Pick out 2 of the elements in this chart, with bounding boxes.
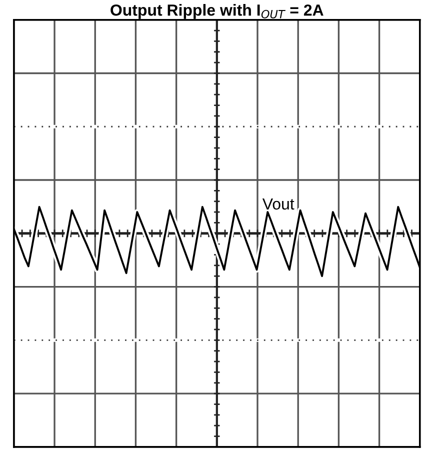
annotation: Vout	[262, 198, 294, 210]
chart-title: Output Ripple with I$_{OUT}$ = 2A	[110, 4, 324, 19]
